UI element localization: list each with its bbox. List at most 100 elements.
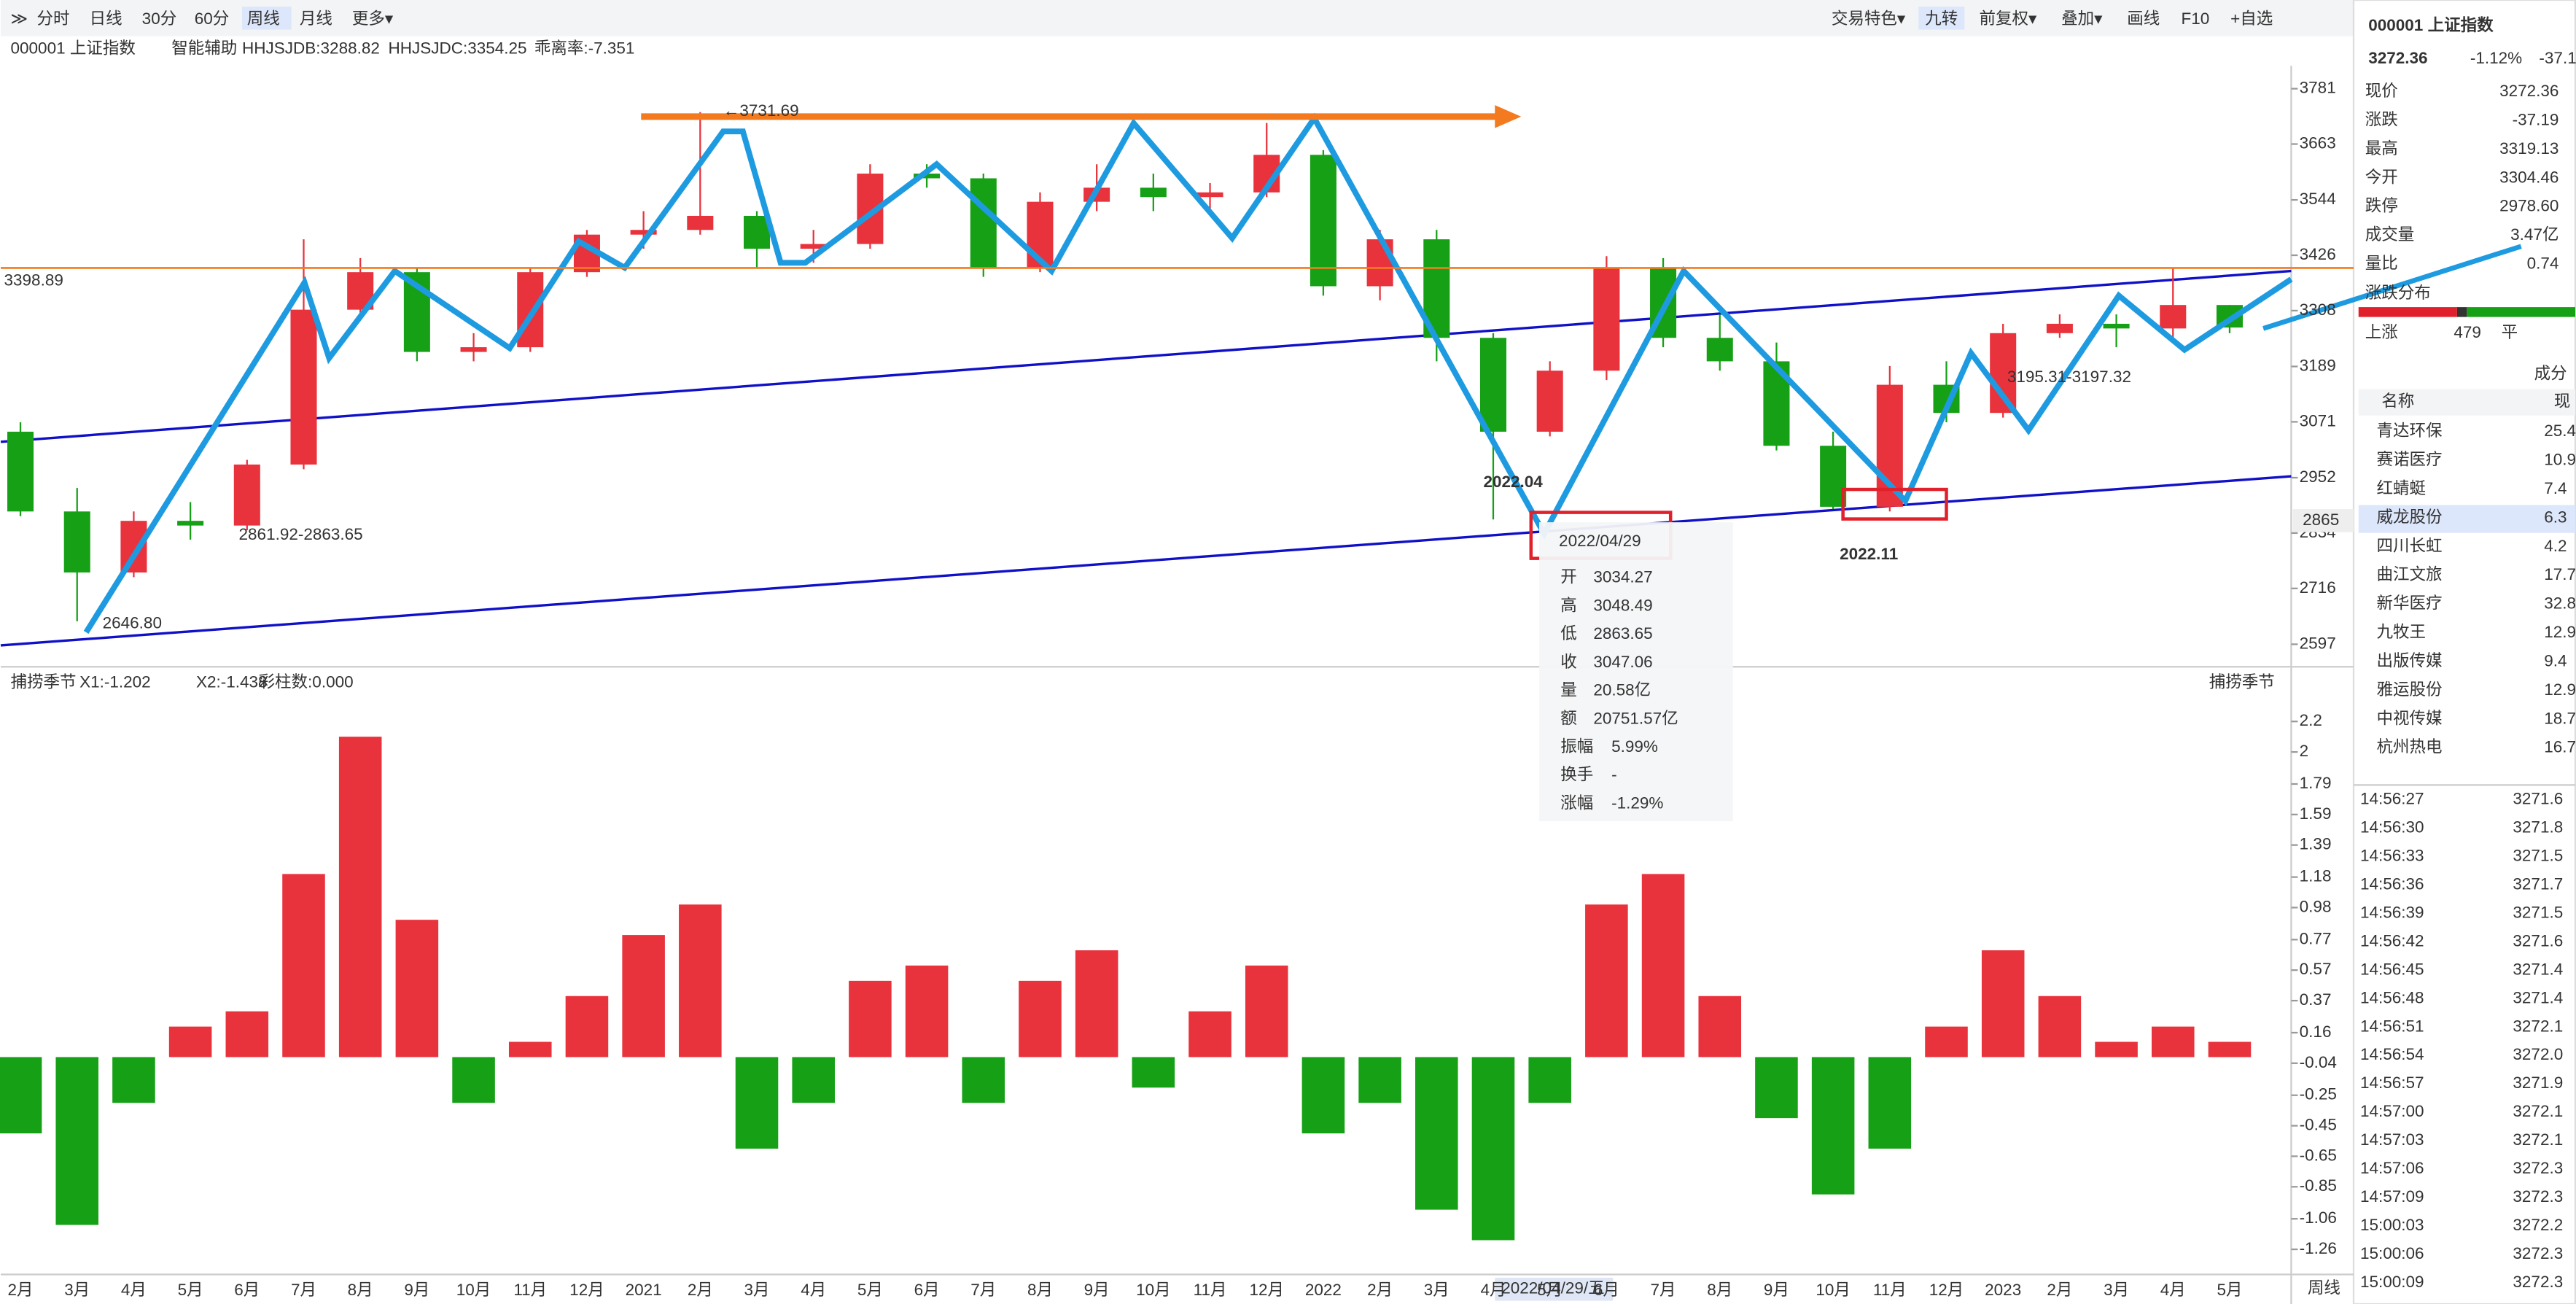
stock-name[interactable]: 青达环保 [2377, 422, 2443, 440]
trade-time: 14:56:33 [2360, 847, 2424, 865]
x-tick-label: 2月 [688, 1281, 713, 1299]
x-tick-label: 4月 [121, 1281, 147, 1299]
trend-arrow [2262, 244, 2522, 331]
expand-icon[interactable]: ≫ [11, 9, 28, 28]
histogram-bar [508, 1041, 552, 1057]
quote-key: 现价 [2365, 82, 2398, 100]
x-tick-label: 9月 [1764, 1281, 1789, 1299]
top-arrow-head [1495, 105, 1522, 128]
component-title: 成分 [2534, 364, 2567, 382]
reference-label: 3398.89 [4, 271, 63, 289]
channel-upper [0, 269, 2292, 443]
sub-title-right: 捕捞季节 [2209, 673, 2275, 691]
trade-time: 14:56:36 [2360, 874, 2424, 893]
y-tick-label: -0.45 [2300, 1116, 2337, 1134]
indicator-value: HHJSJDB:3288.82 [242, 39, 380, 58]
tool[interactable]: 画线 [2127, 9, 2160, 28]
candle-body [1140, 187, 1167, 198]
y-tick-label: -0.04 [2300, 1053, 2337, 1071]
stock-price: 18.7 [2544, 709, 2576, 727]
crosshair-date: 2022/04/29/五 [1501, 1279, 1604, 1297]
quote-change: -1.12% [2470, 49, 2522, 67]
candle-body [1706, 338, 1733, 362]
dist-bar-flat [2456, 307, 2467, 317]
trade-time: 14:56:27 [2360, 790, 2424, 808]
tab[interactable]: 30分 [142, 9, 177, 28]
trade-time: 15:00:12 [2360, 1301, 2424, 1304]
trade-price: 3271.7 [2513, 874, 2563, 893]
trade-time: 14:56:48 [2360, 988, 2424, 1006]
tab[interactable]: 日线 [90, 9, 122, 28]
trade-price: 3271.5 [2513, 903, 2563, 921]
sub-value: X2:-1.438 [196, 673, 268, 691]
x-tick-label: 9月 [1084, 1281, 1110, 1299]
tool[interactable]: 九转 [1925, 9, 1958, 28]
trade-price: 3272.1 [2513, 1102, 2563, 1120]
tab[interactable]: 更多▾ [352, 9, 394, 28]
stock-name[interactable]: 四川长虹 [2377, 537, 2443, 555]
tool[interactable]: F10 [2182, 9, 2210, 28]
stock-name[interactable]: 出版传媒 [2377, 651, 2443, 670]
stock-name[interactable]: 红蜻蜓 [2377, 479, 2427, 497]
tab[interactable]: 60分 [195, 9, 230, 28]
dist-bar-down [2467, 307, 2575, 317]
tab[interactable]: 月线 [300, 9, 332, 28]
quote-value: 3304.46 [2499, 168, 2559, 186]
stock-price: 12.9 [2544, 623, 2576, 641]
x-tick-label: 8月 [1707, 1281, 1732, 1299]
trade-price: 3271.4 [2513, 988, 2563, 1006]
trade-price: 3272.0 [2513, 1045, 2563, 1063]
stock-name[interactable]: 威龙股份 [2377, 508, 2443, 526]
x-tick-label: 5月 [178, 1281, 203, 1299]
stock-name[interactable]: 杭州热电 [2377, 738, 2443, 756]
x-tick-label: 9月 [404, 1281, 429, 1299]
period: 周线 [2308, 1279, 2340, 1297]
tool[interactable]: +自选 [2230, 9, 2273, 28]
trade-time: 15:00:06 [2360, 1244, 2424, 1262]
y-tick-label: 0.37 [2300, 990, 2332, 1009]
x-tick-label: 3月 [64, 1281, 90, 1299]
candle-body [1196, 192, 1223, 198]
quote-value: -37.19 [2513, 110, 2559, 128]
y-tick-label: 0.16 [2300, 1022, 2332, 1041]
sub-value: X1:-1.202 [79, 673, 151, 691]
row-selected [2358, 505, 2575, 533]
quote-key: 量比 [2365, 255, 2398, 273]
y-tick-label: -1.26 [2300, 1239, 2337, 1257]
tab[interactable]: 周线 [247, 9, 280, 28]
x-tick-label: 4月 [2160, 1281, 2186, 1299]
tool[interactable]: 叠加▾ [2061, 9, 2103, 28]
y-tick-label: 2 [2300, 742, 2309, 760]
tool[interactable]: 前复权▾ [1980, 9, 2038, 28]
x-tick-label: 5月 [2217, 1281, 2242, 1299]
trade-time: 14:56:51 [2360, 1017, 2424, 1035]
tab-active [242, 7, 292, 30]
annotation: 2646.80 [103, 614, 162, 632]
trade-time: 14:57:06 [2360, 1159, 2424, 1177]
y-tick-label: 3663 [2300, 133, 2336, 152]
x-tick-label: 2月 [2047, 1281, 2072, 1299]
x-tick-label: 6月 [1594, 1281, 1619, 1299]
y-tick-label: 0.98 [2300, 897, 2332, 915]
histogram-bar [0, 1057, 42, 1134]
stock-name[interactable]: 九牧王 [2377, 623, 2427, 641]
candle-body [800, 244, 827, 249]
stock-name[interactable]: 中视传媒 [2377, 709, 2443, 727]
tab[interactable]: 分时 [37, 9, 70, 28]
stock-name[interactable]: 曲江文旅 [2377, 565, 2443, 583]
channel-lower [0, 475, 2292, 647]
y-tick-label: 0.77 [2300, 929, 2332, 947]
x-tick-label: 2023 [1985, 1281, 2021, 1299]
histogram-bar [1301, 1057, 1345, 1134]
trade-price: 3272.3 [2513, 1244, 2563, 1262]
histogram-bar [1585, 904, 1628, 1057]
tooltip-date: 2022/04/29 [1559, 532, 1641, 550]
quote-price: 3272.36 [2368, 49, 2427, 67]
tool[interactable]: 交易特色▾ [1832, 9, 1906, 28]
histogram-bar [1981, 950, 2025, 1057]
y-tick-label: -0.65 [2300, 1146, 2337, 1164]
stock-name[interactable]: 赛诺医疗 [2377, 451, 2443, 469]
stock-name[interactable]: 雅运股份 [2377, 680, 2443, 699]
quote-value: 3.47亿 [2510, 225, 2559, 244]
stock-name[interactable]: 新华医疗 [2377, 594, 2443, 613]
